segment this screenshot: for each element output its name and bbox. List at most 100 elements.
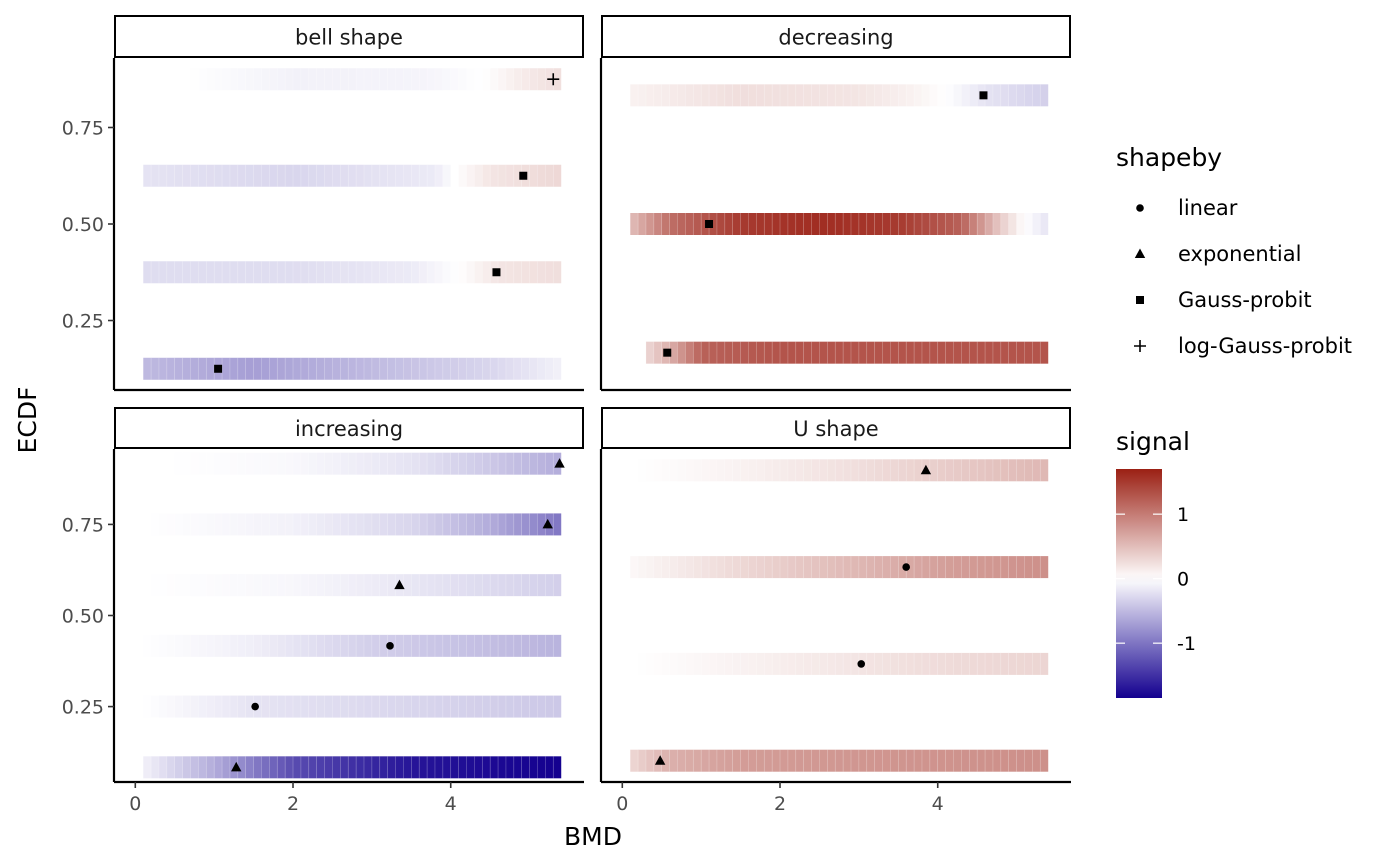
heatmap-tile [166,261,175,284]
heatmap-tile [174,357,183,380]
heatmap-tile [214,261,223,284]
heatmap-tile [379,452,388,475]
heatmap-tile [285,452,294,475]
heatmap-tile [740,749,749,772]
heatmap-tile [316,756,325,779]
heatmap-tile [985,459,994,482]
heatmap-tile [324,513,333,536]
heatmap-tile [308,68,317,91]
heatmap-tile [787,652,796,675]
heatmap-tile [1008,749,1017,772]
heatmap-tile [882,749,891,772]
heatmap-tile [645,341,654,364]
heatmap-tile [724,213,733,235]
bmd-point [492,268,501,277]
heatmap-tile [661,213,670,235]
heatmap-tile [545,164,554,187]
heatmap-tile [1032,652,1041,675]
heatmap-tile [261,513,270,536]
heatmap-tile [293,574,301,597]
heatmap-tile [709,84,718,107]
heatmap-tile [858,556,867,579]
heatmap-tile [151,695,160,718]
heatmap-tile [427,261,436,284]
heatmap-tile [356,695,365,718]
heatmap-tile [237,68,246,91]
heatmap-tile [434,261,443,284]
heatmap-tile [158,634,167,657]
heatmap-row [166,452,562,475]
heatmap-tile [513,634,522,657]
heatmap-tile [843,749,852,772]
heatmap-tile [898,749,907,772]
heatmap-tile [513,357,522,380]
heatmap-tile [379,68,388,91]
heatmap-tile [450,756,459,779]
heatmap-tile [482,68,491,91]
heatmap-tile [316,164,325,187]
heatmap-tile [764,459,773,482]
heatmap-tile [890,84,899,107]
heatmap-tile [174,452,183,475]
heatmap-tile [253,452,262,475]
heatmap-tile [772,749,781,772]
heatmap-tile [450,634,459,657]
heatmap-tile [795,84,804,107]
heatmap-tile [206,695,215,718]
heatmap-tile [835,459,844,482]
heatmap-tile [661,749,670,772]
heatmap-tile [434,164,443,187]
heatmap-tile [261,574,270,597]
heatmap-tile [261,68,270,91]
heatmap-tile [513,574,522,597]
facet-panel: U shape 0 2 4 [599,407,1071,815]
facet-strip [114,15,584,58]
heatmap-tile [371,574,380,597]
heatmap-tile [866,341,875,364]
heatmap-tile [214,756,223,779]
heatmap-tile [253,68,262,91]
heatmap-tile [953,556,962,579]
heatmap-tile [685,749,694,772]
bmd-point [547,73,560,86]
heatmap-tile [450,513,459,536]
heatmap-tile [434,513,443,536]
heatmap-tile [645,652,654,675]
bmd-point [857,660,866,668]
heatmap-tile [316,452,325,475]
heatmap-tile [1040,459,1049,482]
heatmap-tile [850,84,859,107]
heatmap-tile [513,513,522,536]
heatmap-tile [537,513,546,536]
heatmap-tile [921,213,930,235]
heatmap-tile [261,164,270,187]
bmd-point [386,642,394,650]
heatmap-tile [827,84,836,107]
heatmap-tile [356,513,365,536]
heatmap-tile [182,261,191,284]
heatmap-tile [945,459,954,482]
heatmap-tile [992,459,1001,482]
heatmap-tile [638,459,647,482]
heatmap-tile [466,513,475,536]
heatmap-tile [1008,459,1017,482]
heatmap-tile [505,357,514,380]
heatmap-tile [772,84,781,107]
heatmap-tile [261,695,270,718]
heatmap-tile [371,513,380,536]
heatmap-tile [811,749,820,772]
shape-legend-title: shapeby [1116,143,1222,172]
heatmap-tile [827,556,836,579]
heatmap-tile [427,68,436,91]
heatmap-tile [740,84,749,107]
heatmap-tile [158,357,167,380]
heatmap-tile [748,84,757,107]
heatmap-tile [482,756,491,779]
heatmap-tile [316,574,325,597]
heatmap-tile [553,261,562,284]
heatmap-tile [466,357,475,380]
heatmap-tile [190,756,199,779]
heatmap-tile [866,749,875,772]
heatmap-tile [308,513,317,536]
heatmap-tile [427,634,436,657]
